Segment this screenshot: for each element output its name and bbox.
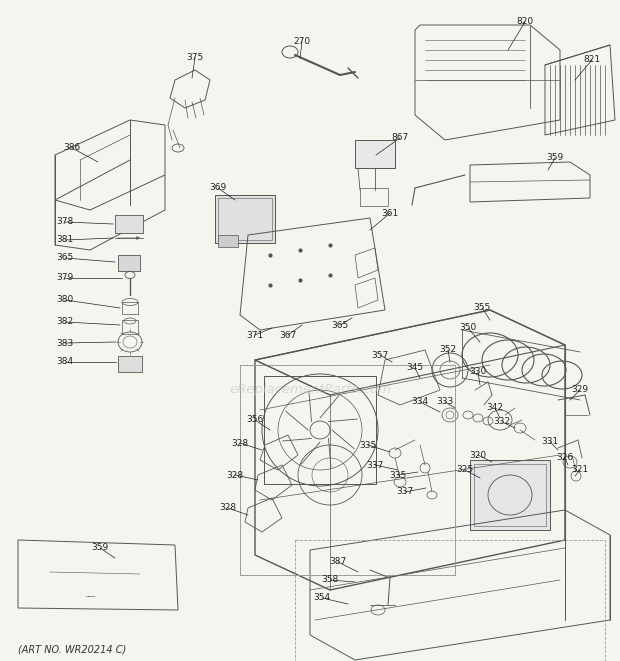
Text: 384: 384	[56, 358, 74, 366]
Bar	[218, 235, 238, 247]
Text: 335: 335	[389, 471, 407, 479]
Text: 325: 325	[456, 465, 474, 475]
Text: 367: 367	[280, 330, 296, 340]
Bar	[355, 140, 395, 168]
Text: 345: 345	[407, 364, 423, 373]
Text: 383: 383	[56, 338, 74, 348]
Bar	[218, 198, 272, 240]
Text: 354: 354	[314, 594, 330, 602]
Text: 321: 321	[572, 465, 588, 475]
Text: (ART NO. WR20214 C): (ART NO. WR20214 C)	[18, 645, 126, 655]
Text: 867: 867	[391, 134, 409, 143]
Bar	[118, 255, 140, 271]
Bar	[240, 365, 455, 575]
Bar	[118, 356, 142, 372]
Bar	[474, 464, 546, 526]
Text: 352: 352	[440, 346, 456, 354]
Text: 361: 361	[381, 208, 399, 217]
Text: 326: 326	[556, 453, 574, 463]
Text: 371: 371	[246, 330, 264, 340]
Bar	[264, 376, 376, 484]
Text: 337: 337	[396, 488, 414, 496]
Bar	[360, 188, 388, 206]
Text: 382: 382	[56, 317, 74, 327]
Text: 375: 375	[187, 54, 203, 63]
Bar	[115, 215, 143, 233]
Text: 820: 820	[516, 17, 534, 26]
Bar	[215, 195, 275, 243]
Text: 356: 356	[246, 416, 264, 424]
Text: 359: 359	[546, 153, 564, 163]
Text: 378: 378	[56, 217, 74, 227]
Text: 350: 350	[459, 323, 477, 332]
Text: 387: 387	[329, 557, 347, 566]
Text: 270: 270	[293, 38, 311, 46]
Text: 330: 330	[469, 368, 487, 377]
Text: 328: 328	[226, 471, 244, 479]
Text: 328: 328	[219, 504, 237, 512]
Text: ___: ___	[85, 591, 95, 597]
Text: 334: 334	[412, 397, 428, 407]
Text: 365: 365	[331, 321, 348, 329]
Text: 337: 337	[366, 461, 384, 469]
Text: 386: 386	[63, 143, 81, 153]
Text: 320: 320	[469, 451, 487, 459]
Bar	[295, 540, 605, 661]
Text: 369: 369	[210, 184, 227, 192]
Text: 335: 335	[360, 440, 376, 449]
Text: 365: 365	[56, 254, 74, 262]
Text: 332: 332	[494, 418, 510, 426]
Text: 342: 342	[487, 403, 503, 412]
Text: 379: 379	[56, 274, 74, 282]
Text: 821: 821	[583, 56, 601, 65]
Text: 331: 331	[541, 438, 559, 446]
Text: 328: 328	[231, 438, 249, 447]
Text: 333: 333	[436, 397, 454, 407]
Bar	[122, 320, 138, 334]
Text: eReplacementParts.com: eReplacementParts.com	[229, 383, 391, 397]
Bar	[240, 365, 455, 575]
Text: 381: 381	[56, 235, 74, 245]
Text: 357: 357	[371, 350, 389, 360]
Text: 355: 355	[474, 303, 490, 313]
Text: 380: 380	[56, 295, 74, 305]
Bar	[470, 460, 550, 530]
Text: 359: 359	[91, 543, 108, 553]
Bar	[122, 302, 138, 314]
Text: 329: 329	[572, 385, 588, 395]
Text: 358: 358	[321, 576, 339, 584]
